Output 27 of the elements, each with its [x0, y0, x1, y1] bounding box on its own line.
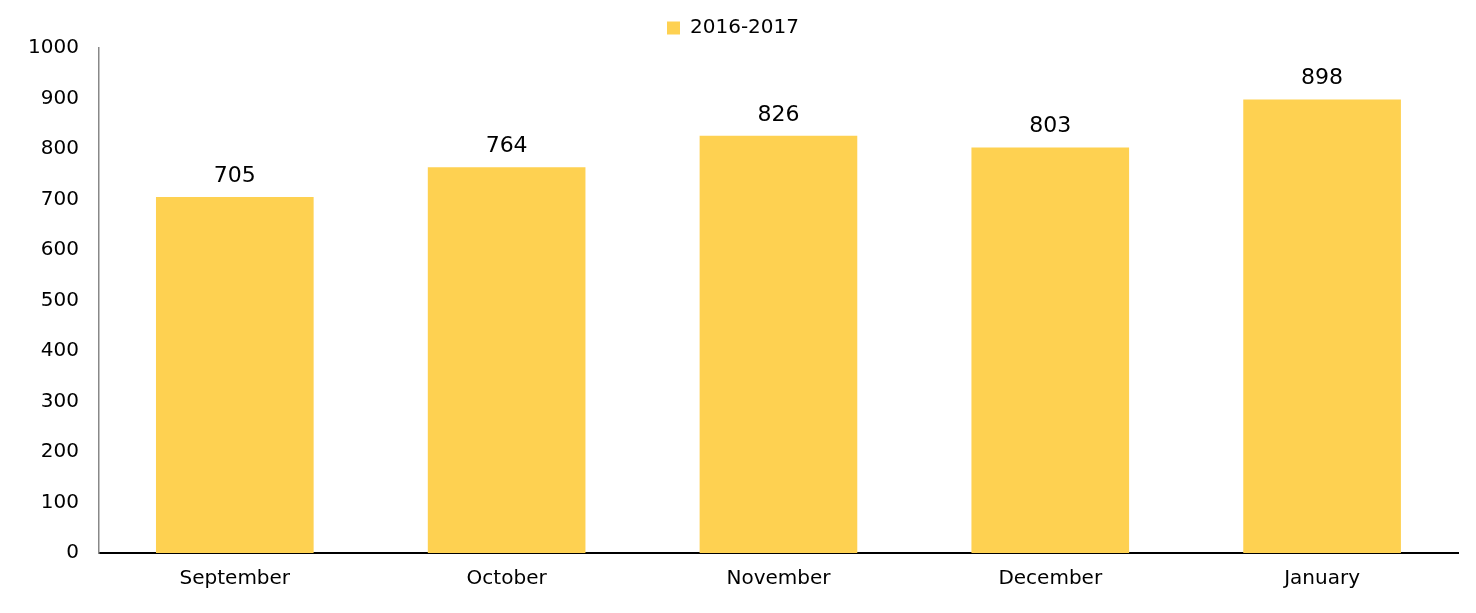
legend-label: 2016-2017 — [689, 14, 800, 39]
bar — [155, 196, 314, 553]
x-tick-label: December — [998, 565, 1103, 590]
bar — [699, 135, 858, 553]
y-tick-label: 800 — [40, 135, 79, 160]
x-tick-label: October — [466, 565, 548, 590]
y-tick-label: 0 — [66, 539, 79, 564]
data-label: 826 — [757, 100, 800, 126]
bar — [427, 167, 586, 553]
y-tick-label: 200 — [40, 438, 79, 463]
y-tick-label: 900 — [40, 84, 79, 109]
y-tick-label: 600 — [40, 236, 79, 261]
bar — [971, 147, 1130, 553]
x-tick-label: November — [726, 565, 832, 590]
x-tick-label: September — [179, 565, 291, 590]
y-tick-label: 1000 — [27, 34, 79, 59]
y-tick-label: 100 — [40, 488, 79, 513]
y-tick-label: 500 — [40, 286, 79, 311]
bar — [1243, 99, 1401, 553]
y-tick-label: 700 — [40, 185, 79, 210]
y-tick-label: 400 — [40, 337, 79, 362]
data-label: 705 — [213, 161, 256, 187]
data-label: 764 — [485, 131, 528, 157]
y-tick-label: 300 — [40, 387, 79, 412]
data-label: 898 — [1301, 64, 1344, 90]
data-label: 803 — [1029, 112, 1072, 138]
x-tick-label: January — [1282, 565, 1361, 590]
